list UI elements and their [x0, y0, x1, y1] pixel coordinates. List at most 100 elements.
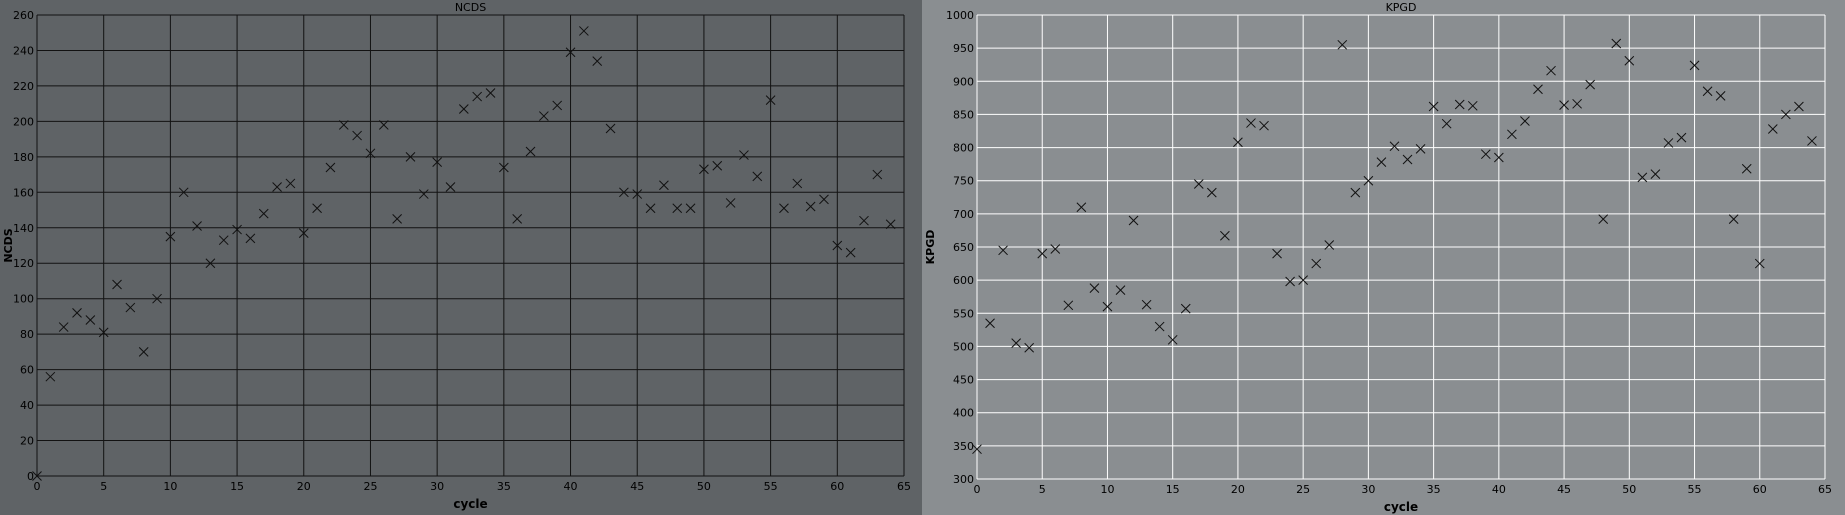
data-point — [1807, 136, 1817, 146]
data-point — [552, 100, 563, 111]
x-tick-label: 10 — [163, 480, 177, 493]
y-tick-label: 700 — [953, 208, 974, 221]
data-point — [1324, 240, 1335, 250]
data-point — [779, 203, 789, 214]
data-point — [1585, 79, 1596, 90]
data-point — [592, 56, 603, 66]
data-point — [485, 88, 496, 98]
y-tick-label: 900 — [953, 75, 974, 88]
data-point — [1180, 303, 1191, 314]
data-point — [1480, 149, 1491, 160]
data-point — [312, 203, 322, 214]
data-point — [85, 315, 96, 325]
x-tick-label: 35 — [1427, 483, 1441, 496]
data-point — [1037, 248, 1048, 259]
data-point — [859, 215, 869, 226]
data-point — [258, 208, 269, 219]
x-tick-label: 20 — [297, 480, 311, 493]
data-point — [1363, 175, 1374, 186]
chart-title: NCDS — [455, 1, 486, 14]
data-point — [192, 221, 202, 231]
data-point — [338, 120, 349, 130]
y-tick-label: 60 — [20, 364, 34, 377]
data-point — [1011, 338, 1021, 348]
data-point — [1572, 98, 1582, 109]
data-point — [1676, 132, 1687, 143]
data-point — [1637, 172, 1648, 183]
y-tick-label: 850 — [953, 108, 974, 121]
data-point — [1402, 154, 1413, 165]
x-tick-label: 0 — [34, 480, 41, 493]
data-point — [1285, 276, 1295, 287]
data-point — [1115, 285, 1126, 295]
y-tick-label: 20 — [20, 435, 34, 448]
data-point — [1128, 215, 1139, 226]
data-point — [1024, 342, 1035, 353]
x-tick-label: 25 — [1296, 483, 1310, 496]
data-point — [998, 245, 1008, 256]
data-point — [32, 471, 42, 481]
chart-background — [0, 0, 922, 515]
y-tick-label: 240 — [13, 44, 34, 57]
data-point — [685, 203, 696, 214]
data-point — [739, 150, 749, 160]
data-point — [112, 279, 122, 290]
data-point — [872, 169, 883, 180]
data-point — [725, 198, 736, 208]
data-point — [365, 148, 376, 159]
data-point — [1220, 230, 1230, 241]
data-point — [98, 327, 109, 338]
data-point — [232, 224, 242, 235]
x-tick-label: 15 — [230, 480, 244, 493]
y-tick-label: 600 — [953, 274, 974, 287]
data-point — [672, 203, 683, 214]
x-tick-label: 60 — [1753, 483, 1767, 496]
data-point — [1559, 100, 1569, 111]
x-tick-label: 30 — [1361, 483, 1375, 496]
data-point — [1206, 187, 1217, 198]
data-point — [752, 171, 763, 182]
data-point — [1689, 60, 1700, 71]
data-point — [659, 180, 669, 191]
data-point — [805, 201, 816, 212]
data-point — [498, 162, 509, 173]
x-tick-label: 55 — [1688, 483, 1702, 496]
y-tick-label: 0 — [27, 470, 34, 483]
data-point — [1089, 283, 1100, 293]
y-tick-label: 550 — [953, 307, 974, 320]
data-point — [205, 258, 216, 269]
data-point — [792, 178, 803, 189]
data-point — [1076, 202, 1087, 213]
chart-title: KPGD — [1386, 1, 1417, 14]
y-tick-label: 500 — [953, 340, 974, 353]
x-tick-label: 35 — [497, 480, 511, 493]
y-tick-label: 300 — [953, 473, 974, 486]
data-point — [138, 347, 149, 357]
data-point — [1624, 55, 1635, 66]
chart-ncds: 0 5 10 15 20 25 30 35 40 45 50 55 60 65 0 20 40 60 80 100 12… — [0, 0, 922, 515]
y-tick-label: 750 — [953, 175, 974, 188]
x-tick-label: 20 — [1231, 483, 1245, 496]
data-point — [1193, 179, 1204, 189]
x-tick-label: 15 — [1166, 483, 1180, 496]
y-axis-label: KPGD — [924, 230, 937, 265]
data-point — [525, 146, 536, 157]
y-tick-label: 100 — [13, 293, 34, 306]
x-tick-label: 5 — [100, 480, 107, 493]
data-point — [1350, 187, 1361, 198]
data-point — [218, 235, 229, 246]
x-tick-label: 5 — [1039, 483, 1046, 496]
data-point — [1767, 124, 1778, 134]
data-point — [1728, 214, 1739, 225]
x-tick-label: 60 — [830, 480, 844, 493]
data-point — [472, 91, 483, 102]
data-point — [245, 233, 256, 244]
y-tick-label: 200 — [13, 115, 34, 128]
x-tick-label: 30 — [430, 480, 444, 493]
x-tick-label: 25 — [363, 480, 377, 493]
y-tick-label: 80 — [20, 328, 34, 341]
data-point — [885, 219, 896, 230]
y-tick-label: 120 — [13, 257, 34, 270]
data-point — [1389, 141, 1400, 152]
